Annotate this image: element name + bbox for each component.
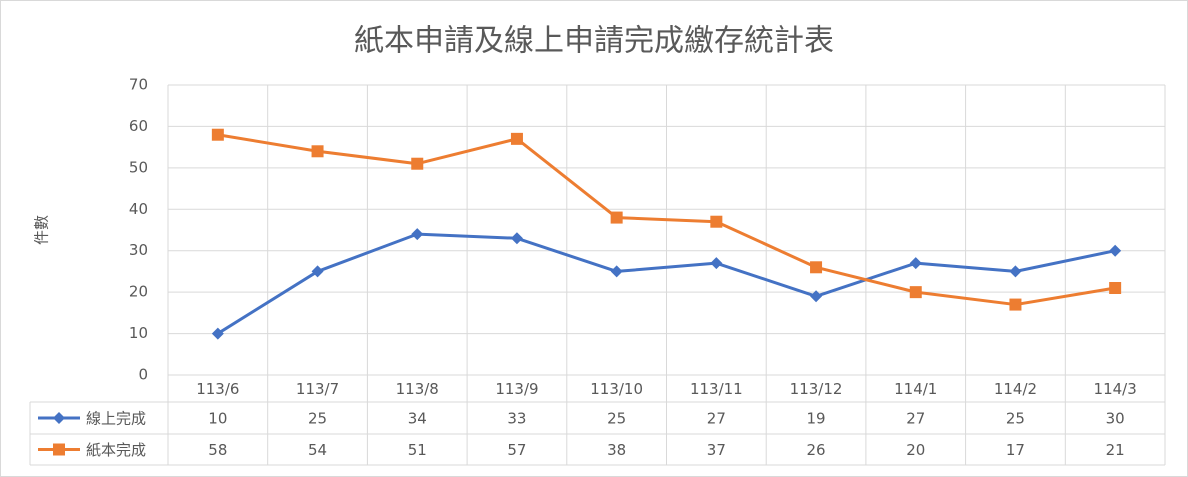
table-cell: 38 [607,441,626,459]
marker [810,261,823,274]
x-tick-label: 113/7 [296,380,339,398]
marker [710,215,723,228]
marker [710,257,723,270]
table-cell: 17 [1006,441,1025,459]
x-tick-label: 114/3 [1094,380,1137,398]
marker [610,265,623,278]
x-tick-label: 113/9 [495,380,538,398]
marker [810,290,823,303]
marker [510,232,523,245]
table-cell: 25 [308,410,327,428]
table-cell: 21 [1106,441,1125,459]
marker [610,211,623,224]
table-cell: 58 [208,441,227,459]
table-cell: 30 [1106,410,1125,428]
table-cell: 19 [807,410,826,428]
table-cell: 33 [507,410,526,428]
x-tick-label: 113/6 [196,380,239,398]
series-line [217,133,1116,307]
y-tick-label: 30 [129,241,148,259]
table-cell: 54 [308,441,327,459]
y-tick-label: 20 [129,283,148,301]
legend-label: 線上完成 [86,410,146,428]
marker [211,327,224,340]
marker [1009,298,1022,311]
x-tick-label: 114/2 [994,380,1037,398]
legend-marker [53,443,65,456]
marker [909,286,922,299]
y-tick-label: 40 [129,200,148,218]
table-cell: 25 [607,410,626,428]
table-cell: 37 [707,441,726,459]
legend-marker [53,412,65,424]
marker [311,265,324,278]
y-tick-label: 50 [129,158,148,176]
table-cell: 57 [507,441,526,459]
y-tick-label: 0 [138,366,148,384]
marker [311,145,324,158]
y-axis-label: 件數 [33,215,51,245]
x-tick-label: 113/10 [590,380,643,398]
x-tick-label: 113/12 [790,380,843,398]
marker [411,157,424,170]
marker [211,128,224,141]
table-cell: 25 [1006,410,1025,428]
marker [1109,282,1122,294]
legend-label: 紙本完成 [86,441,146,459]
marker [1109,244,1122,257]
chart-title: 紙本申請及線上申請完成繳存統計表 [354,24,834,59]
marker [411,228,424,241]
table-cell: 34 [408,410,427,428]
y-tick-label: 60 [129,117,148,135]
x-tick-label: 113/11 [690,380,743,398]
x-tick-label: 113/8 [396,380,439,398]
y-tick-label: 70 [129,76,148,94]
table-cell: 26 [807,441,826,459]
table-cell: 27 [707,410,726,428]
table-cell: 27 [906,410,925,428]
series-line [217,232,1116,335]
x-tick-label: 114/1 [894,380,937,398]
y-tick-label: 10 [129,324,148,342]
marker [909,257,922,270]
table-cell: 20 [906,441,925,459]
table-cell: 10 [208,410,227,428]
table-cell: 51 [408,441,427,459]
marker [510,132,523,145]
marker [1009,265,1022,278]
